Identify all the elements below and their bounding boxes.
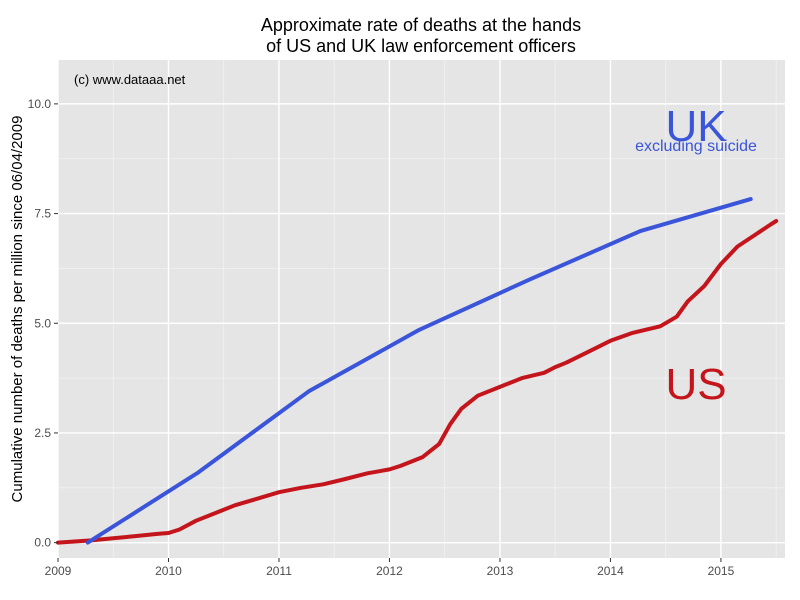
x-axis: 2009 2010 2011 2012 2013 2014 2015 (45, 558, 735, 578)
chart-title-line-2: of US and UK law enforcement officers (266, 36, 576, 56)
x-tick-label: 2012 (376, 564, 403, 578)
x-tick-label: 2011 (266, 564, 292, 578)
plot-panel (58, 60, 785, 558)
major-gridlines (57, 60, 785, 558)
copyright-label: (c) www.dataaa.net (74, 72, 186, 87)
series-line-uk (85, 197, 753, 545)
x-tick-label: 2010 (155, 564, 182, 578)
chart-title-line-1: Approximate rate of deaths at the hands (261, 15, 581, 35)
uk-label: UK (665, 102, 726, 151)
x-tick-label: 2009 (45, 564, 72, 578)
x-tick-label: 2013 (487, 564, 514, 578)
series-layer (56, 197, 779, 545)
y-tick-label: 10.0 (28, 97, 52, 111)
y-axis-title: Cumulative number of deaths per million … (9, 116, 26, 503)
x-tick-label: 2014 (597, 564, 624, 578)
y-tick-label: 7.5 (34, 207, 51, 221)
us-label: US (665, 360, 726, 409)
y-tick-label: 0.0 (34, 536, 51, 550)
x-tick-label: 2015 (708, 564, 735, 578)
series-line-us (56, 219, 779, 545)
minor-gridlines (58, 60, 785, 558)
y-tick-label: 2.5 (34, 426, 51, 440)
y-tick-label: 5.0 (34, 316, 51, 330)
y-axis: 0.0 2.5 5.0 7.5 10.0 (28, 97, 58, 550)
uk-sublabel: excluding suicide (635, 138, 757, 155)
